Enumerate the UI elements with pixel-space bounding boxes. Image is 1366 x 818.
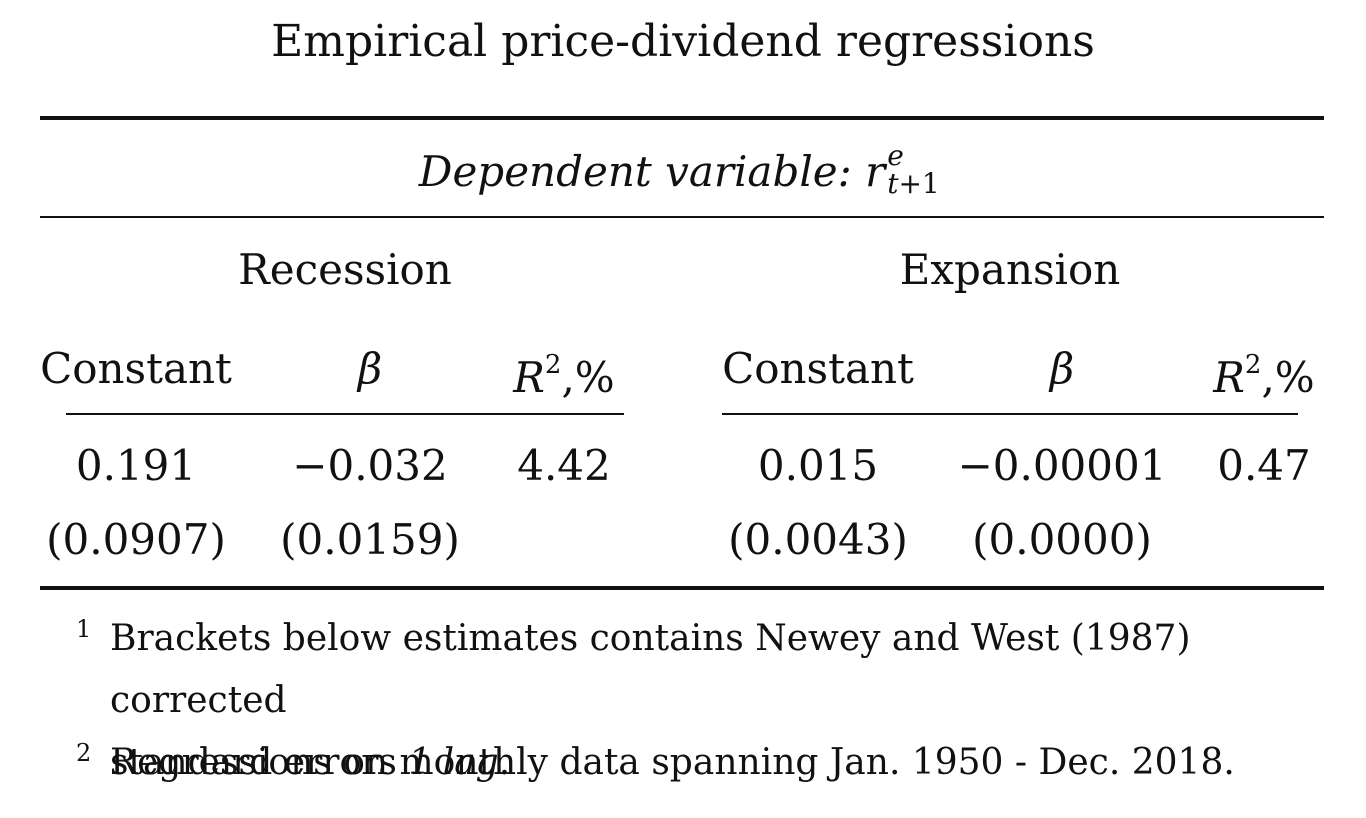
col-header-constant-recession: Constant: [40, 344, 232, 393]
footnote-2-mark: 2: [76, 739, 92, 767]
footnote-1-line-1: Brackets below estimates contains Newey …: [110, 618, 1191, 721]
col-header-beta-expansion: β: [1049, 344, 1075, 393]
footnote-1-text: standard errors: [110, 742, 409, 783]
expansion-constant-se: (0.0043): [728, 515, 908, 564]
subscript-time-var: t: [887, 167, 899, 200]
r2-symbol: R: [513, 353, 545, 402]
dependent-variable-symbol: r: [865, 147, 886, 196]
recession-constant-estimate: 0.191: [75, 441, 197, 490]
top-rule: [40, 116, 1324, 120]
bottom-rule: [40, 586, 1324, 590]
footnote-2: 2 Regressions on monthly data spanning J…: [76, 732, 1340, 794]
col-header-beta-recession: β: [357, 344, 383, 393]
footnote-1-line-2: standard errors 1 lag.: [110, 732, 1340, 794]
dependent-variable-label: Dependent variable:: [418, 147, 866, 196]
r2-suffix: ,%: [1261, 353, 1315, 402]
dependent-variable-superscript: e: [887, 139, 904, 172]
dependent-variable-caption: Dependent variable: r e t+1: [0, 139, 1366, 200]
dependent-variable-indices: e t+1: [885, 139, 947, 200]
col-header-r2-expansion: R2,%: [1194, 341, 1334, 406]
group-expansion-header: Expansion: [899, 245, 1121, 294]
r2-suffix: ,%: [561, 353, 615, 402]
footnote-1-lag: 1 lag: [408, 742, 499, 783]
r2-symbol: R: [1213, 353, 1245, 402]
mid-rule: [40, 216, 1324, 218]
recession-r2-value: 4.42: [517, 441, 611, 490]
recession-constant-se: (0.0907): [46, 515, 226, 564]
recession-cmidrule: [66, 413, 624, 415]
expansion-beta-estimate: −0.00001: [957, 441, 1167, 490]
recession-beta-se: (0.0159): [280, 515, 460, 564]
col-header-r2-recession: R2,%: [494, 341, 634, 406]
footnote-1: 1 Brackets below estimates contains Newe…: [76, 608, 1340, 794]
subscript-offset: +1: [898, 167, 940, 200]
r2-exponent: 2: [1244, 350, 1262, 380]
footnote-1-mark: 1: [76, 615, 92, 643]
recession-beta-estimate: −0.032: [292, 441, 448, 490]
expansion-r2-value: 0.47: [1217, 441, 1311, 490]
col-header-constant-expansion: Constant: [722, 344, 914, 393]
expansion-beta-se: (0.0000): [972, 515, 1152, 564]
expansion-constant-estimate: 0.015: [757, 441, 879, 490]
table-title: Empirical price-dividend regressions: [271, 16, 1095, 67]
dependent-variable-subscript: t+1: [887, 170, 940, 198]
r2-exponent: 2: [544, 350, 562, 380]
footnote-1-period: .: [498, 742, 511, 783]
group-recession-header: Recession: [238, 245, 452, 294]
footnote-2-line-1: Regressions on monthly data spanning Jan…: [110, 742, 1235, 783]
expansion-cmidrule: [722, 413, 1298, 415]
